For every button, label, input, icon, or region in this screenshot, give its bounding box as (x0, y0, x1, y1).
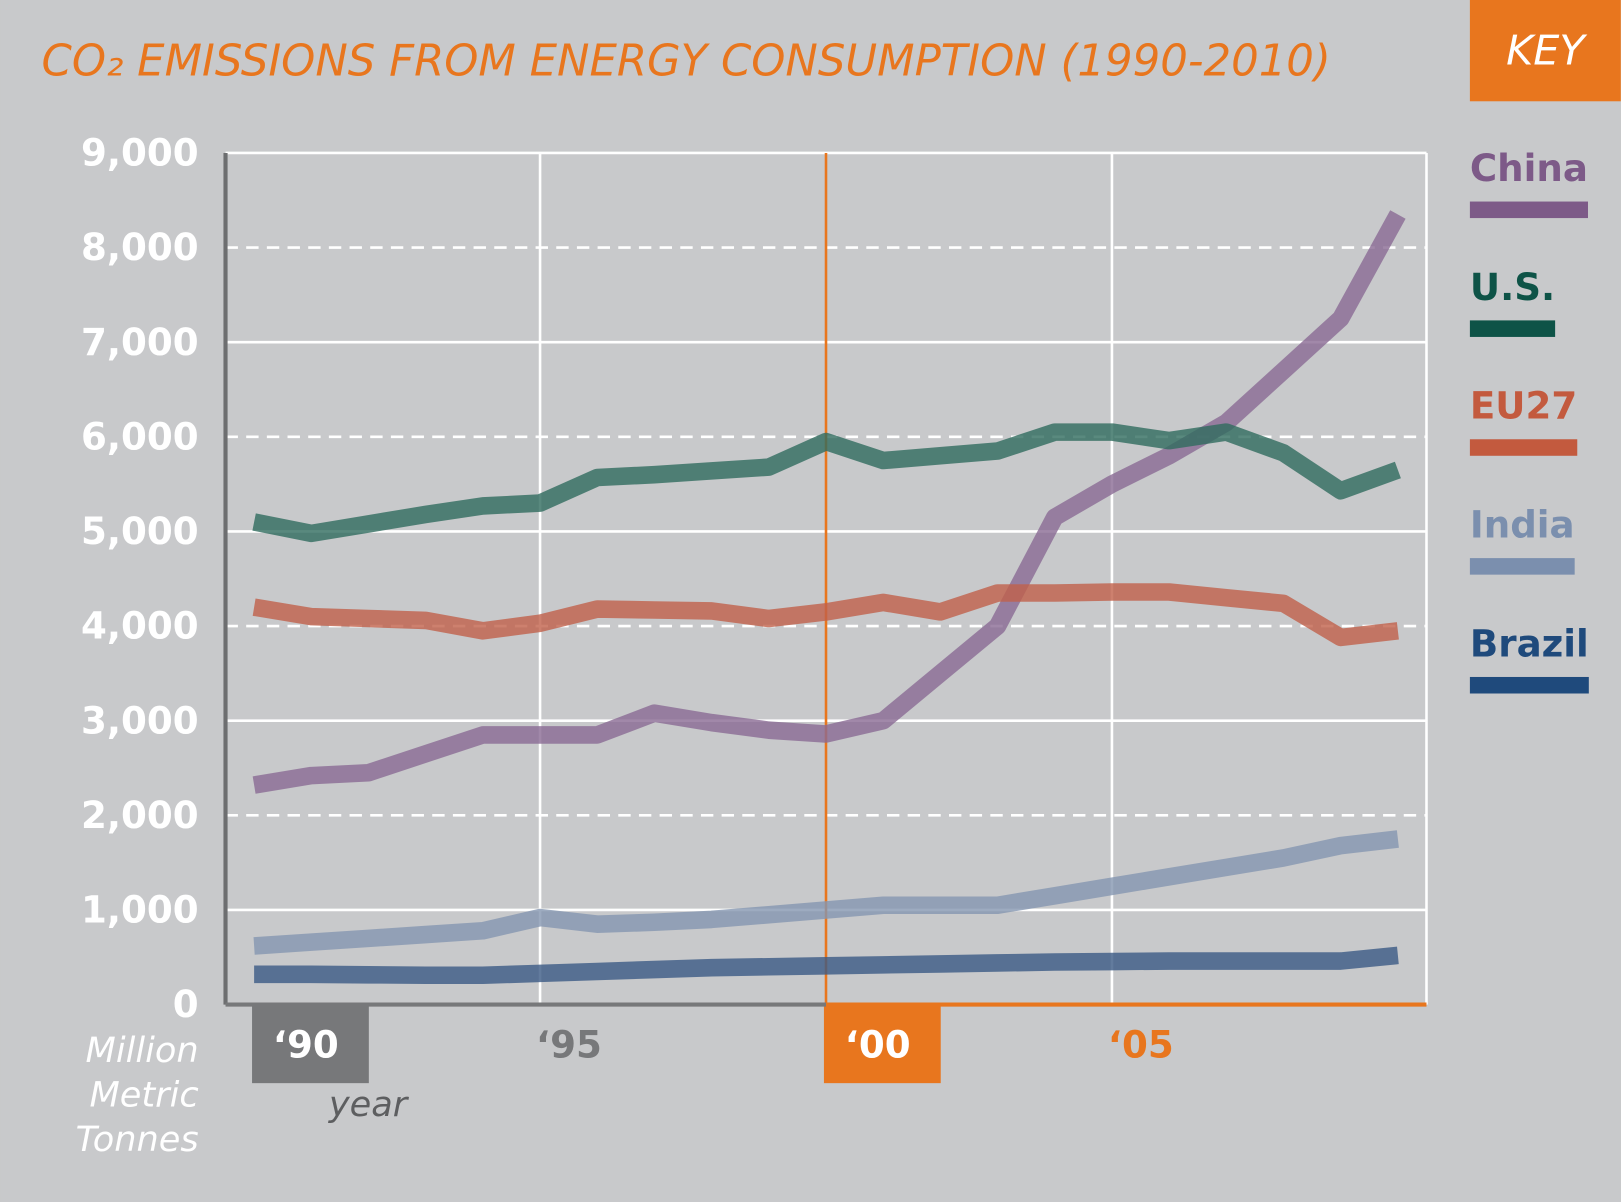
chart-title: CO₂ EMISSIONS FROM ENERGY CONSUMPTION (1… (42, 37, 1331, 87)
y-tick-label: 4,000 (81, 604, 199, 648)
y-tick-label: 7,000 (81, 320, 199, 364)
legend-swatch (1469, 558, 1575, 575)
x-tick-label: ‘00 (845, 1022, 911, 1066)
legend-header (1469, 0, 1621, 102)
series-line (252, 583, 1399, 647)
series-line (252, 423, 1401, 543)
legend-swatch (1469, 676, 1589, 694)
legend-title: KEY (1506, 27, 1587, 75)
x-tick-box (823, 1004, 941, 1084)
y-axis-label: Tonnes (76, 1119, 199, 1160)
y-tick-label: 9,000 (81, 131, 199, 175)
x-tick-box (252, 1004, 369, 1084)
y-tick-label: 0 (173, 982, 199, 1026)
y-tick-label: 1,000 (81, 888, 199, 932)
x-tick-label: ‘05 (1108, 1022, 1174, 1066)
legend-label: India (1470, 503, 1575, 547)
y-tick-label: 8,000 (81, 225, 199, 269)
x-tick-label: ‘90 (273, 1022, 339, 1066)
series-line (254, 946, 1399, 985)
y-tick-label: 2,000 (81, 793, 199, 837)
legend-swatch (1469, 439, 1578, 456)
y-tick-label: 5,000 (81, 509, 199, 553)
x-axis-label: year (328, 1084, 410, 1125)
y-tick-label: 3,000 (81, 698, 199, 742)
series-line (253, 830, 1399, 955)
legend-label: Brazil (1470, 621, 1589, 665)
legend-swatch (1469, 320, 1556, 337)
y-axis-label: Million (86, 1030, 199, 1071)
y-tick-label: 6,000 (81, 414, 199, 458)
y-axis-label: Metric (89, 1075, 198, 1116)
x-tick-label: ‘95 (536, 1022, 602, 1066)
legend-label: China (1470, 146, 1588, 190)
legend-swatch (1469, 201, 1588, 219)
legend-label: EU27 (1470, 384, 1577, 428)
legend-label: U.S. (1470, 265, 1555, 309)
